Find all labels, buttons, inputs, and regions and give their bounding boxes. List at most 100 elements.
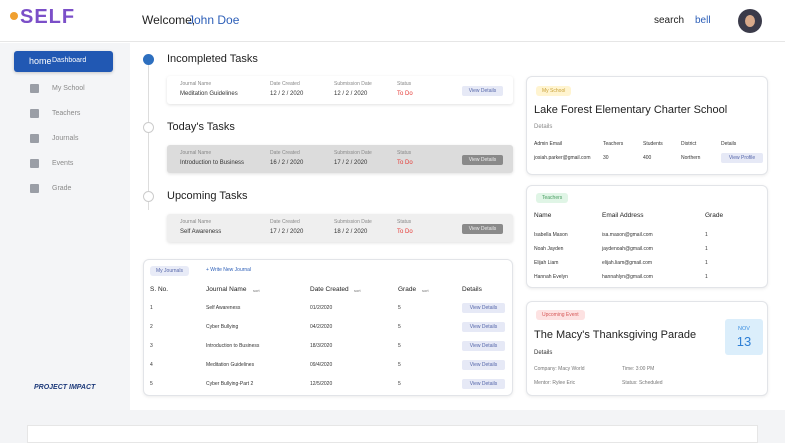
journal-column-header: S. No. — [150, 286, 169, 293]
search-button[interactable]: search — [654, 15, 685, 26]
nav-icon — [30, 84, 39, 93]
nav-item[interactable]: My School — [52, 85, 85, 92]
teacher-cell: jaydenoah@gmail.com — [602, 246, 653, 252]
timeline-line — [148, 60, 149, 210]
school-column-header: District — [681, 141, 697, 147]
task-section-title: Upcoming Tasks — [167, 190, 248, 202]
sort-button[interactable]: sort — [354, 288, 361, 293]
view-details-button[interactable]: View Details — [462, 379, 505, 389]
new-journal-link[interactable]: + Write New Journal — [206, 267, 252, 273]
sort-button[interactable]: sort — [253, 288, 260, 293]
task-column-header: Submission Date — [334, 219, 372, 225]
event-month: NOV — [738, 326, 750, 332]
view-profile-button[interactable]: View Profile — [721, 153, 763, 163]
journal-cell: Introduction to Business — [206, 343, 260, 349]
welcome-text: Welcome, — [142, 13, 196, 27]
task-cell: 17 / 2 / 2020 — [270, 229, 304, 235]
task-status: To Do — [397, 91, 413, 97]
task-column-header: Status — [397, 81, 412, 87]
journals-tab[interactable]: My Journals — [150, 266, 189, 276]
school-cell: josiah.parker@gmail.com — [534, 155, 591, 161]
journal-cell: 18/3/2020 — [310, 343, 333, 349]
view-details-button[interactable]: View Details — [462, 155, 503, 165]
task-column-header: Status — [397, 219, 412, 225]
teacher-cell: elijah.liam@gmail.com — [602, 260, 653, 266]
teacher-cell: 1 — [705, 246, 708, 252]
school-column-header: Students — [643, 141, 663, 147]
user-name: John Doe — [188, 13, 240, 27]
task-column-header: Submission Date — [334, 81, 372, 87]
task-column-header: Date Created — [270, 219, 300, 225]
task-column-header: Submission Date — [334, 150, 372, 156]
task-column-header: Journal Name — [180, 150, 212, 156]
details-label: Details — [534, 350, 553, 356]
school-column-header: Details — [721, 141, 737, 147]
dashboard-button[interactable]: home Dashboard — [14, 51, 113, 72]
logo-icon — [10, 12, 18, 20]
journal-cell: 5 — [150, 381, 153, 387]
event-day: 13 — [736, 334, 752, 349]
task-cell: 18 / 2 / 2020 — [334, 229, 368, 235]
task-section-title: Today's Tasks — [167, 121, 235, 133]
journal-column-header: Journal Name — [206, 286, 247, 293]
journal-cell: 01/2/2020 — [310, 305, 333, 311]
timeline-dot — [143, 54, 154, 65]
teachers-card: Teachers Name Email Address Grade Isabella M… — [526, 185, 768, 288]
school-badge: My School — [536, 86, 572, 96]
sort-button[interactable]: sort — [422, 288, 429, 293]
school-cell: 400 — [643, 155, 652, 161]
nav-item[interactable]: Grade — [52, 185, 72, 192]
nav-item[interactable]: Teachers — [52, 110, 81, 117]
sidebar — [0, 43, 130, 410]
nav-item[interactable]: Events — [52, 160, 74, 167]
logo: SELF — [20, 6, 76, 28]
journal-column-header: Date Created — [310, 286, 349, 293]
details-label: Details — [534, 124, 553, 130]
view-details-button[interactable]: View Details — [462, 86, 503, 96]
teacher-cell: 1 — [705, 260, 708, 266]
task-card: Journal Name Date Created Submission Date S… — [167, 76, 513, 104]
task-status: To Do — [397, 160, 413, 166]
journal-cell: Cyber Bullying-Part 2 — [206, 381, 254, 387]
nav-icon — [30, 159, 39, 168]
avatar-face — [745, 15, 755, 27]
school-cell: 30 — [603, 155, 609, 161]
task-column-header: Date Created — [270, 81, 300, 87]
task-section-title: Incompleted Tasks — [167, 53, 258, 65]
view-details-button[interactable]: View Details — [462, 224, 503, 234]
avatar[interactable] — [738, 9, 762, 33]
teacher-column-header: Grade — [705, 212, 724, 219]
view-details-button[interactable]: View Details — [462, 303, 505, 313]
event-date-box: NOV 13 — [725, 319, 763, 355]
task-cell: Self Awareness — [180, 229, 222, 235]
nav-item[interactable]: Journals — [52, 135, 79, 142]
journal-cell: 12/5/2020 — [310, 381, 333, 387]
teacher-cell: 1 — [705, 232, 708, 238]
teacher-column-header: Name — [534, 212, 552, 219]
event-badge: Upcoming Event — [536, 310, 585, 320]
event-card: Upcoming Event The Macy's Thanksgiving Pa… — [526, 301, 768, 396]
journal-cell: 5 — [398, 343, 401, 349]
teacher-cell: Elijah Liam — [534, 260, 559, 266]
event-company: Company: Macy World — [534, 366, 585, 372]
task-column-header: Status — [397, 150, 412, 156]
dashboard-icon: home — [29, 56, 52, 66]
journal-cell: 2 — [150, 324, 153, 330]
view-details-button[interactable]: View Details — [462, 341, 505, 351]
nav-icon — [30, 109, 39, 118]
task-cell: 17 / 2 / 2020 — [334, 160, 368, 166]
view-details-button[interactable]: View Details — [462, 322, 505, 332]
task-status: To Do — [397, 229, 413, 235]
journals-card: My Journals + Write New Journal S. No. Jour… — [143, 259, 513, 396]
event-time: Time: 3:00 PM — [622, 366, 655, 372]
task-column-header: Date Created — [270, 150, 300, 156]
school-column-header: Teachers — [603, 141, 624, 147]
task-column-header: Journal Name — [180, 219, 212, 225]
bell-button[interactable]: bell — [695, 15, 711, 26]
view-details-button[interactable]: View Details — [462, 360, 505, 370]
timeline-dot — [143, 191, 154, 202]
task-cell: 12 / 2 / 2020 — [270, 91, 304, 97]
event-title: The Macy's Thanksgiving Parade — [534, 329, 697, 341]
journal-cell: 04/2/2020 — [310, 324, 333, 330]
